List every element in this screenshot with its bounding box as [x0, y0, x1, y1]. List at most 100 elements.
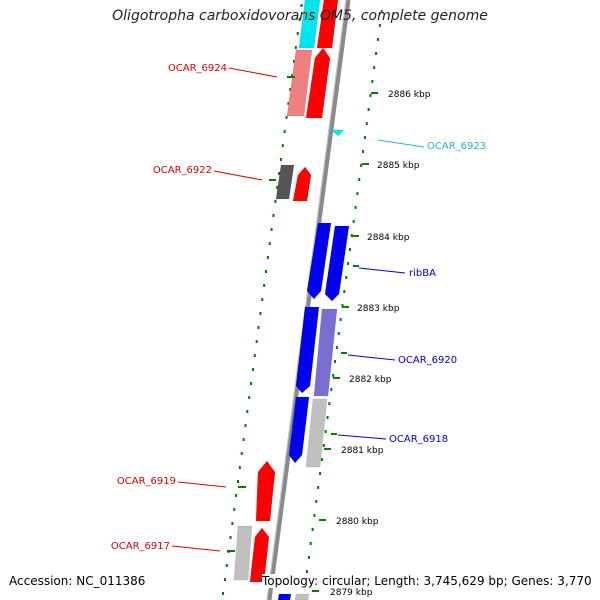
ring-dot — [358, 178, 361, 181]
ring-dot — [246, 410, 249, 413]
ring-dot — [257, 326, 260, 329]
gene-label-leader — [358, 267, 406, 274]
ring-dot — [287, 102, 290, 105]
ring-dot — [255, 340, 258, 343]
ring-dot — [272, 214, 275, 217]
tick-label: 2883 kbp — [357, 304, 400, 314]
ring-dot — [309, 542, 312, 545]
ring-dot — [352, 220, 355, 223]
ring-dot — [306, 570, 308, 573]
tick-label: 2882 kbp — [349, 375, 392, 385]
ring-dot — [250, 382, 253, 385]
tick-label: 2881 kbp — [341, 446, 384, 456]
ring-dot — [259, 312, 262, 315]
genome-backbone-highlight — [266, 0, 347, 600]
ring-dot — [313, 514, 316, 517]
gene-label: OCAR_6924 — [168, 63, 227, 74]
ring-dot — [328, 402, 331, 405]
green-dotted-ring-right — [302, 10, 383, 600]
tick-label: 2886 kbp — [388, 90, 431, 100]
ring-dot — [279, 158, 282, 161]
ring-dot — [293, 60, 295, 63]
ring-dot — [326, 416, 329, 419]
gene-label: OCAR_6918 — [389, 434, 448, 445]
ring-dot — [223, 578, 226, 581]
ring-dot — [237, 480, 239, 483]
gene-ocar-6918-blue — [288, 396, 310, 464]
gene-label-leader — [228, 67, 278, 78]
tick-label: 2879 kbp — [330, 588, 373, 598]
ring-dot — [376, 38, 379, 41]
gene-label-leader — [177, 481, 227, 488]
ring-dot — [345, 276, 348, 279]
ring-dot — [253, 354, 256, 357]
gene-ocar-6917 — [249, 527, 270, 583]
accession-text: Accession: NC_011386 — [9, 574, 146, 588]
gene-ocar-6922-grey — [275, 164, 295, 200]
ring-dot — [378, 24, 381, 27]
ring-dot — [235, 494, 238, 497]
ring-dot — [360, 164, 363, 167]
tick-label: 2884 kbp — [367, 233, 410, 243]
genome-summary-text: Topology: circular; Length: 3,745,629 bp… — [262, 574, 592, 588]
ring-dot — [324, 430, 327, 433]
green-dotted-ring-left — [222, 4, 303, 595]
ring-dot — [298, 18, 301, 21]
ring-dot — [294, 46, 297, 49]
ring-dot — [285, 116, 288, 119]
ring-dot — [276, 186, 279, 189]
gene-ocar-6917-grey — [233, 525, 253, 581]
ring-dot — [341, 304, 344, 307]
ring-dot — [240, 452, 243, 455]
ring-dot — [266, 256, 269, 259]
gene-ocar-6923 — [330, 129, 345, 137]
ring-dot — [315, 500, 318, 503]
ring-dot — [261, 298, 264, 301]
ring-dot — [263, 284, 266, 287]
gene-label: OCAR_6917 — [111, 541, 170, 552]
ring-dot — [307, 556, 310, 559]
ring-dot — [348, 248, 351, 251]
ring-dot — [244, 424, 247, 427]
ring-dot — [362, 150, 364, 153]
ring-dot — [251, 368, 254, 371]
ring-dot — [238, 466, 241, 469]
ring-dot — [229, 536, 232, 539]
ring-dot — [337, 332, 340, 335]
tick-label: 2885 kbp — [377, 161, 420, 171]
ring-dot — [347, 262, 350, 265]
ring-dot — [339, 318, 342, 321]
ring-dot — [332, 374, 335, 377]
gene-label: OCAR_6923 — [427, 141, 486, 152]
ring-dot — [222, 592, 225, 595]
gene-bottom-grey — [294, 593, 310, 600]
gene-label: ribBA — [409, 268, 436, 279]
gene-ocar-6922 — [292, 166, 312, 202]
ring-dot — [296, 32, 299, 35]
gene-ocar-6920-left — [295, 306, 320, 394]
ring-dot — [319, 472, 322, 475]
ring-dot — [335, 346, 338, 349]
gene-ocar-6919 — [255, 460, 276, 522]
ring-dot — [248, 396, 251, 399]
ring-dot — [270, 228, 273, 231]
ring-dot — [242, 438, 245, 441]
genome-backbone — [266, 0, 351, 600]
ring-dot — [274, 200, 277, 203]
ring-dot — [278, 172, 281, 175]
gene-bottom-blue — [277, 593, 292, 600]
gene-ribba-right — [324, 225, 350, 302]
ring-dot — [330, 388, 333, 391]
gene-label-leader — [171, 545, 221, 552]
ring-dot — [334, 360, 336, 363]
gene-labels: OCAR_6924 OCAR_6922 OCAR_6919 OCAR_6917 OCAR… — [111, 63, 486, 552]
gene-red-top — [316, 0, 339, 49]
ring-dot — [311, 528, 314, 531]
ring-dot — [367, 108, 370, 111]
ring-dot — [225, 564, 228, 567]
ring-dot — [289, 88, 292, 91]
ring-dot — [350, 234, 353, 237]
gene-label-leader — [213, 170, 263, 181]
ring-dot — [281, 144, 284, 147]
